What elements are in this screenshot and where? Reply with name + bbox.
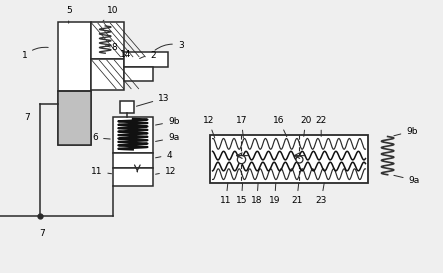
Bar bbox=[91, 22, 124, 59]
Bar bbox=[124, 52, 168, 67]
Text: 4: 4 bbox=[155, 151, 172, 159]
Text: 7: 7 bbox=[25, 113, 30, 122]
Text: 9a: 9a bbox=[155, 133, 179, 142]
Text: 15: 15 bbox=[236, 183, 247, 205]
Text: 9b: 9b bbox=[155, 117, 179, 126]
Bar bbox=[113, 168, 153, 186]
Text: 20: 20 bbox=[300, 116, 311, 136]
Bar bbox=[113, 117, 153, 153]
Text: 12: 12 bbox=[202, 116, 215, 138]
Bar bbox=[120, 101, 134, 113]
Bar bbox=[58, 22, 91, 145]
Text: 13: 13 bbox=[136, 94, 170, 106]
Text: 22: 22 bbox=[315, 116, 327, 136]
Text: 7: 7 bbox=[39, 229, 45, 238]
Bar bbox=[113, 153, 153, 168]
Text: 8: 8 bbox=[112, 43, 117, 52]
Text: 19: 19 bbox=[269, 183, 280, 205]
Text: 16: 16 bbox=[273, 116, 287, 137]
Text: 5: 5 bbox=[66, 7, 71, 23]
Text: 12: 12 bbox=[155, 167, 176, 176]
Text: 21: 21 bbox=[291, 183, 303, 205]
Text: 9b: 9b bbox=[394, 127, 418, 136]
Text: 1: 1 bbox=[22, 47, 48, 60]
Text: 17: 17 bbox=[236, 116, 247, 138]
Bar bbox=[91, 59, 124, 90]
Text: 11: 11 bbox=[91, 167, 112, 176]
Text: 11: 11 bbox=[220, 183, 232, 205]
Bar bbox=[124, 67, 153, 81]
Text: 9a: 9a bbox=[394, 175, 420, 185]
Text: 2: 2 bbox=[140, 52, 155, 60]
Text: 3: 3 bbox=[155, 41, 183, 50]
Text: 6: 6 bbox=[93, 133, 110, 142]
Text: 14: 14 bbox=[120, 50, 132, 59]
Text: 18: 18 bbox=[251, 183, 263, 205]
Bar bbox=[58, 91, 91, 145]
Bar bbox=[210, 135, 368, 183]
Text: 23: 23 bbox=[315, 183, 327, 205]
Text: 10: 10 bbox=[103, 7, 119, 21]
